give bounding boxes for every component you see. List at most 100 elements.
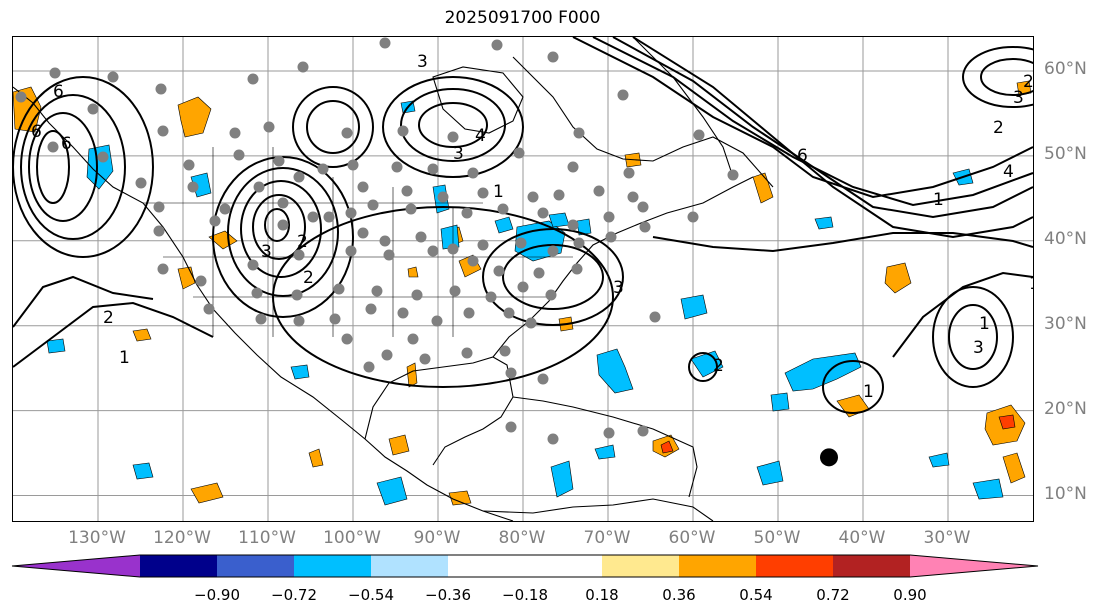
positive-anomaly-patch <box>177 96 212 138</box>
station-dot <box>47 141 59 153</box>
strong-positive-patch <box>998 414 1016 430</box>
station-dot <box>567 161 579 173</box>
negative-anomaly-patch <box>132 462 154 480</box>
latitude-label: 10°N <box>1044 483 1087 504</box>
longitude-label: 60°W <box>668 528 716 548</box>
observation-stations <box>15 37 739 445</box>
positive-anomaly-patch <box>388 434 410 456</box>
longitude-label: 30°W <box>923 528 971 548</box>
contour-label: 2 <box>297 232 308 252</box>
contour-label: 1 <box>119 348 130 368</box>
gulf-coastline <box>364 356 514 466</box>
negative-anomaly-patch <box>594 444 616 460</box>
station-dot <box>247 259 259 271</box>
station-dot <box>397 307 409 319</box>
positive-anomaly-patch <box>406 362 418 388</box>
positive-anomaly-patch <box>132 328 152 342</box>
longitude-label: 120°W <box>153 528 211 548</box>
colorbar-segment <box>525 555 603 577</box>
contour-line <box>382 76 524 178</box>
contour-line <box>572 37 1033 199</box>
contour-label: 1 <box>863 382 874 402</box>
station-dot <box>505 421 517 433</box>
contour-label: 1 <box>979 314 990 334</box>
longitude-label: 130°W <box>68 528 126 548</box>
contour-line <box>264 208 290 242</box>
contour-line <box>980 58 1033 96</box>
station-dot <box>571 263 583 275</box>
colorbar-segment <box>756 555 834 577</box>
contour-label: 6 <box>797 146 808 166</box>
station-dot <box>639 221 651 233</box>
contour-line <box>292 86 374 168</box>
contour-label: 2 <box>1023 72 1033 92</box>
contour-label: 4 <box>475 126 486 146</box>
station-dot <box>603 211 615 223</box>
station-dot <box>371 285 383 297</box>
contour-label: 3 <box>417 52 428 72</box>
negative-anomaly-patch <box>548 212 570 228</box>
station-dot <box>293 171 305 183</box>
station-dot <box>251 287 263 299</box>
station-dot <box>477 187 489 199</box>
station-dot <box>449 285 461 297</box>
station-dot <box>637 425 649 437</box>
station-dot <box>153 225 165 237</box>
negative-anomaly-patch <box>46 338 66 354</box>
station-dot <box>547 245 559 257</box>
station-dot <box>545 289 557 301</box>
station-dot <box>463 307 475 319</box>
contour-line <box>400 88 506 162</box>
colorbar-tick-label: 0.36 <box>662 586 696 604</box>
negative-anomaly-patch <box>440 224 460 250</box>
colorbar-segment <box>448 555 526 577</box>
station-dot <box>727 169 739 181</box>
station-dot <box>333 283 345 295</box>
longitude-label: 70°W <box>583 528 631 548</box>
contour-label: 6 <box>53 82 64 102</box>
station-dot <box>187 181 199 193</box>
station-dot <box>431 315 443 327</box>
station-dot <box>357 227 369 239</box>
negative-anomaly-patch <box>576 218 592 236</box>
contour-line <box>592 37 1033 207</box>
north-america-coastline <box>13 86 514 521</box>
station-dot <box>505 367 517 379</box>
station-dot <box>277 197 289 209</box>
station-dot <box>503 307 515 319</box>
station-dot <box>367 199 379 211</box>
strong-positive-patch <box>660 440 674 454</box>
south-america-coastline <box>482 498 714 521</box>
station-dot <box>341 333 353 345</box>
station-dot <box>467 255 479 267</box>
positive-anomaly-patch <box>308 448 324 468</box>
station-dot <box>253 181 265 193</box>
station-dot <box>637 201 649 213</box>
colorbar-tick-label: −0.18 <box>502 586 548 604</box>
colorbar-under-triangle <box>12 555 140 577</box>
latitude-label: 20°N <box>1044 398 1087 419</box>
station-dot <box>401 185 413 197</box>
station-dot <box>391 161 403 173</box>
negative-anomaly-patch <box>770 392 790 412</box>
station-dot <box>233 149 245 161</box>
contour-label: 3 <box>261 242 272 262</box>
station-dot <box>497 203 509 215</box>
station-dot <box>157 263 169 275</box>
contour-line <box>212 156 354 318</box>
positive-anomaly-patch <box>1016 80 1032 96</box>
station-dot <box>537 207 549 219</box>
station-dot <box>485 291 497 303</box>
contour-label: 4 <box>1003 162 1014 182</box>
colorbar-tick-label: −0.90 <box>194 586 240 604</box>
contour-line <box>240 180 322 278</box>
station-dot <box>383 249 395 261</box>
station-dot <box>293 315 305 327</box>
negative-anomaly-patch <box>928 452 950 468</box>
station-dot <box>477 239 489 251</box>
colorbar-outline <box>11 554 1039 578</box>
contour-labels: 634312632123112164321236 <box>31 52 1033 402</box>
contour-line <box>20 94 126 240</box>
colorbar-segment <box>371 555 449 577</box>
contours <box>13 37 1033 414</box>
